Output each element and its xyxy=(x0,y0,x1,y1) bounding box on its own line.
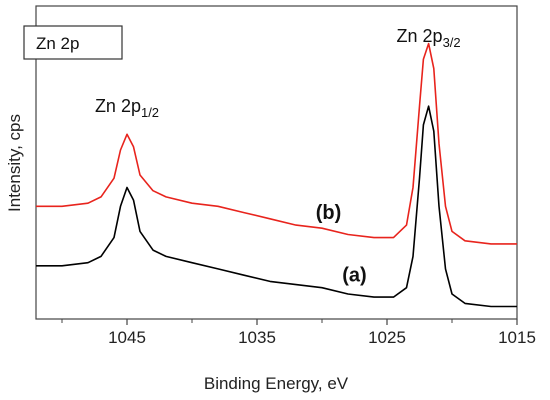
series-line-b xyxy=(36,42,517,245)
x-tick-label: 1015 xyxy=(498,328,536,347)
series-label-a: (a) xyxy=(342,265,366,287)
x-axis-title: Binding Energy, eV xyxy=(204,374,349,393)
tick-layer: 1045 1035 1025 1015 xyxy=(61,319,536,347)
peak-label-layer: Zn 2p1/2 Zn 2p3/2 xyxy=(95,26,461,120)
series-layer xyxy=(36,42,517,308)
series-label-layer: (a) (b) xyxy=(316,202,367,287)
x-tick-label: 1035 xyxy=(238,328,276,347)
peak-label-2p3-2: Zn 2p3/2 xyxy=(397,26,461,50)
x-tick-label: 1045 xyxy=(108,328,146,347)
legend-frame xyxy=(23,25,123,60)
plot-frame xyxy=(35,5,518,320)
peak-label-2p1-2: Zn 2p1/2 xyxy=(95,96,159,120)
series-label-b: (b) xyxy=(316,202,342,224)
series-line-a xyxy=(36,105,517,308)
x-tick-label: 1025 xyxy=(368,328,406,347)
legend-text: Zn 2p xyxy=(36,34,79,53)
y-axis-title: Intensity, cps xyxy=(5,114,24,212)
legend-box: Zn 2p xyxy=(23,25,123,60)
